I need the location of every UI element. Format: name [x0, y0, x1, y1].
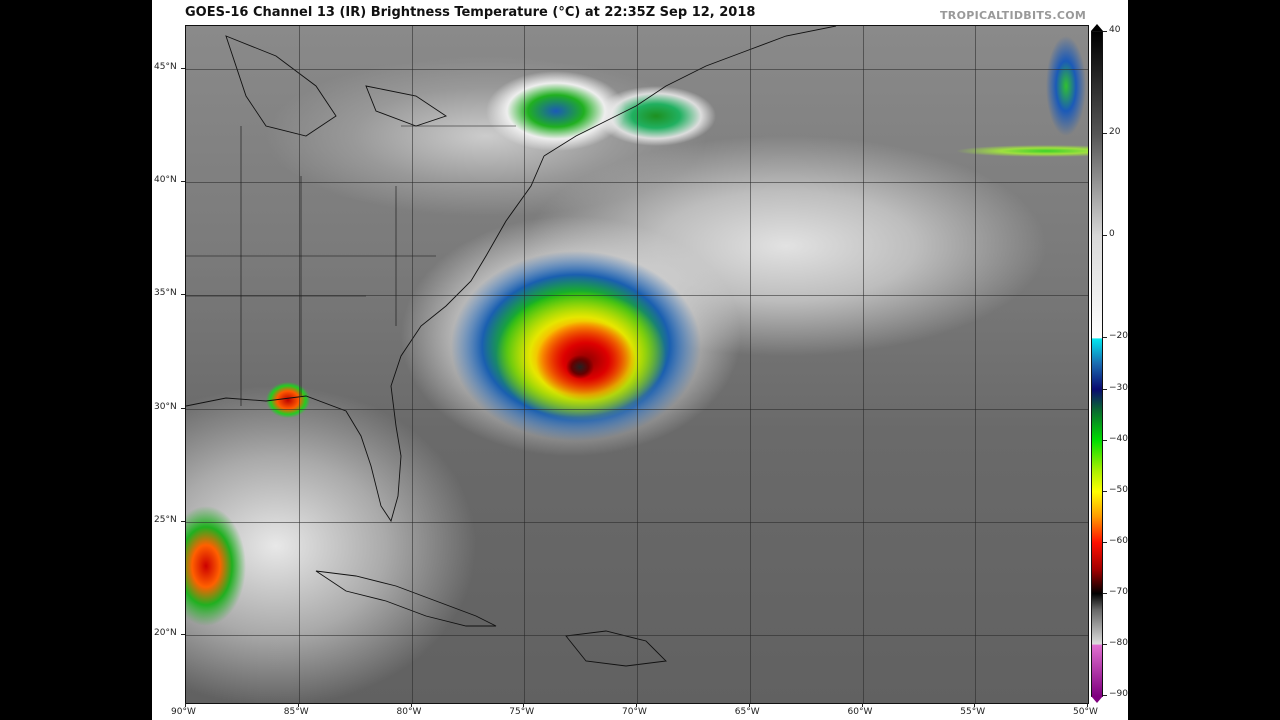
cuba	[315, 570, 497, 627]
latitude-gridline	[186, 408, 1088, 410]
longitude-label: 90°W	[171, 707, 196, 717]
colorbar-tick	[1103, 490, 1107, 492]
longitude-label: 50°W	[1073, 707, 1098, 717]
colorbar-tick-label: 20	[1109, 127, 1121, 138]
longitude-tick	[410, 703, 412, 707]
latitude-tick	[181, 294, 185, 296]
great-lakes	[225, 35, 448, 137]
longitude-label: 55°W	[960, 707, 986, 717]
colorbar-tick-label: −60	[1109, 535, 1128, 546]
colorbar-tick	[1103, 133, 1107, 135]
longitude-gridline	[524, 26, 526, 703]
colorbar-tick	[1103, 592, 1107, 594]
latitude-gridline	[186, 295, 1088, 297]
longitude-label: 85°W	[283, 707, 309, 717]
figure-title: GOES-16 Channel 13 (IR) Brightness Tempe…	[185, 5, 756, 20]
latitude-tick	[181, 407, 185, 409]
longitude-tick	[636, 703, 637, 707]
longitude-label: 65°W	[734, 707, 760, 717]
colorbar-tick	[1103, 643, 1107, 645]
colorbar-tick-label: −30	[1109, 382, 1128, 393]
longitude-label: 80°W	[396, 707, 422, 717]
longitude-tick	[861, 703, 863, 707]
latitude-gridline	[186, 635, 1088, 637]
satellite-map	[185, 25, 1089, 704]
latitude-tick	[181, 68, 185, 70]
latitude-label: 30°N	[154, 401, 177, 412]
canada-coast	[543, 26, 837, 157]
latitude-gridline	[186, 182, 1088, 184]
longitude-label: 75°W	[509, 707, 535, 717]
colorbar-tick-label: −40	[1109, 433, 1128, 444]
latitude-label: 45°N	[154, 62, 177, 73]
watermark: TROPICALTIDBITS.COM	[940, 9, 1087, 22]
colorbar-tick-label: −50	[1109, 484, 1128, 495]
colorbar-tick	[1103, 337, 1107, 339]
longitude-gridline	[862, 26, 864, 703]
colorbar-tick	[1103, 235, 1107, 237]
longitude-tick	[185, 703, 186, 707]
colorbar-tick	[1103, 695, 1107, 696]
latitude-gridline	[186, 521, 1088, 523]
longitude-gridline	[975, 26, 977, 703]
latitude-tick	[181, 634, 185, 636]
longitude-gridline	[637, 26, 638, 703]
latitude-label: 35°N	[154, 288, 177, 299]
longitude-tick	[748, 703, 750, 707]
latitude-label: 40°N	[154, 175, 177, 186]
longitude-gridline	[749, 26, 751, 703]
colorbar-tick	[1103, 31, 1107, 32]
latitude-label: 25°N	[154, 514, 177, 525]
longitude-tick	[523, 703, 525, 707]
longitude-tick	[297, 703, 299, 707]
colorbar-tick	[1103, 439, 1107, 441]
latitude-tick	[181, 520, 185, 522]
us-east-coast	[186, 155, 545, 523]
state-lines	[186, 125, 516, 406]
longitude-label: 70°W	[622, 707, 647, 717]
colorbar-tick-label: −80	[1109, 637, 1128, 648]
figure: GOES-16 Channel 13 (IR) Brightness Tempe…	[152, 0, 1128, 720]
colorbar-tick-label: 0	[1109, 229, 1115, 240]
latitude-label: 20°N	[154, 628, 177, 639]
colorbar-tick	[1103, 541, 1107, 543]
longitude-gridline	[411, 26, 413, 703]
longitude-gridline	[298, 26, 300, 703]
colorbar-tick-label: 40	[1109, 25, 1121, 35]
longitude-tick	[1087, 703, 1088, 707]
colorbar-tick	[1103, 388, 1107, 390]
coastlines	[186, 26, 837, 667]
colorbar-tick-label: −70	[1109, 586, 1128, 597]
longitude-tick	[974, 703, 976, 707]
longitude-label: 60°W	[847, 707, 873, 717]
latitude-tick	[181, 181, 185, 183]
colorbar	[1091, 31, 1103, 697]
latitude-gridline	[186, 69, 1088, 71]
colorbar-min-arrow	[1091, 696, 1103, 703]
colorbar-max-arrow	[1091, 24, 1103, 31]
colorbar-tick-label: −90	[1109, 689, 1128, 699]
hispaniola	[565, 630, 667, 667]
colorbar-tick-label: −20	[1109, 331, 1128, 342]
